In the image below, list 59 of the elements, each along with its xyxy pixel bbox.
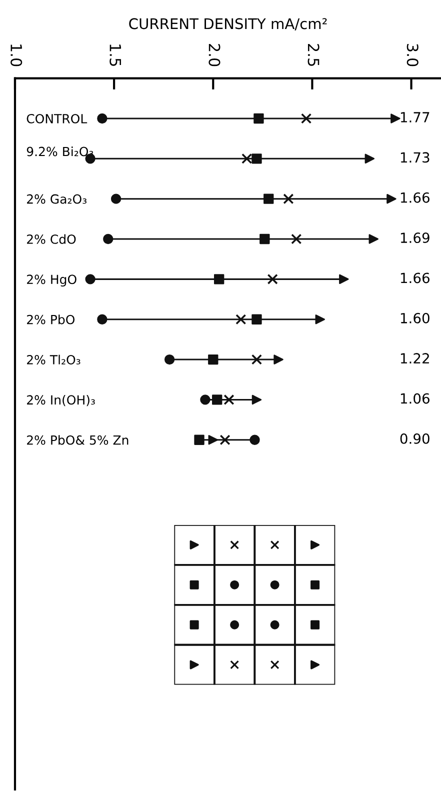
point xyxy=(390,114,400,124)
point xyxy=(364,154,375,164)
y-tick-label: 2% HgO xyxy=(27,274,76,287)
annotation: 1.69 xyxy=(400,232,430,244)
point xyxy=(214,274,224,284)
y-tick-label: CONTROL xyxy=(26,114,88,124)
y-tick-label: 2% Tl₂O₃ xyxy=(27,354,80,364)
point xyxy=(252,154,262,164)
point xyxy=(97,113,108,124)
point xyxy=(368,234,378,244)
point xyxy=(103,234,114,244)
point xyxy=(300,113,312,124)
point xyxy=(254,113,264,124)
annotation: 1.66 xyxy=(400,192,430,203)
point xyxy=(283,194,294,204)
point xyxy=(291,234,302,244)
y-tick-label: 2% CdO xyxy=(27,234,76,244)
y-tick-label: 2% In(OH)₃ xyxy=(27,394,95,406)
annotation: 0.90 xyxy=(400,433,430,444)
point xyxy=(224,394,234,406)
x-tick-label: 1.0 xyxy=(10,44,22,66)
point xyxy=(252,314,262,324)
annotation: 1.73 xyxy=(400,152,430,163)
annotation: 1.60 xyxy=(400,312,430,324)
point xyxy=(252,394,262,405)
y-tick-label: 2% PbO& 5% Zn xyxy=(27,435,128,445)
y-tick-label: 2% Ga₂O₃ xyxy=(27,194,86,204)
point xyxy=(264,194,274,204)
point xyxy=(194,434,204,445)
point xyxy=(250,434,260,445)
point xyxy=(164,354,175,365)
point xyxy=(274,354,284,364)
point xyxy=(110,194,122,204)
point xyxy=(85,274,96,284)
point xyxy=(251,354,262,365)
point xyxy=(220,434,230,446)
x-tick-label: 1.5 xyxy=(110,44,121,66)
point xyxy=(267,274,278,284)
point xyxy=(200,394,210,405)
point xyxy=(212,394,222,405)
point xyxy=(208,354,218,365)
point xyxy=(386,194,396,204)
x-tick-label: 2.0 xyxy=(208,44,220,66)
y-tick-label: 9.2% Bi₂O₃ xyxy=(26,146,94,156)
x-axis-title: CURRENT DENSITY mA/cm² xyxy=(129,18,327,30)
point xyxy=(236,314,246,325)
y-tick-label: 2% PbO xyxy=(27,314,75,324)
annotation: 1.06 xyxy=(400,393,430,404)
point xyxy=(242,153,252,164)
x-tick-label: 3.0 xyxy=(406,44,418,66)
point xyxy=(208,435,218,445)
point xyxy=(260,234,270,244)
annotation: 1.77 xyxy=(400,112,430,122)
point xyxy=(315,314,325,324)
point xyxy=(339,274,349,284)
x-tick-label: 2.5 xyxy=(308,44,320,66)
point xyxy=(97,314,108,324)
annotation: 1.66 xyxy=(400,272,430,284)
annotation: 1.22 xyxy=(400,353,429,364)
